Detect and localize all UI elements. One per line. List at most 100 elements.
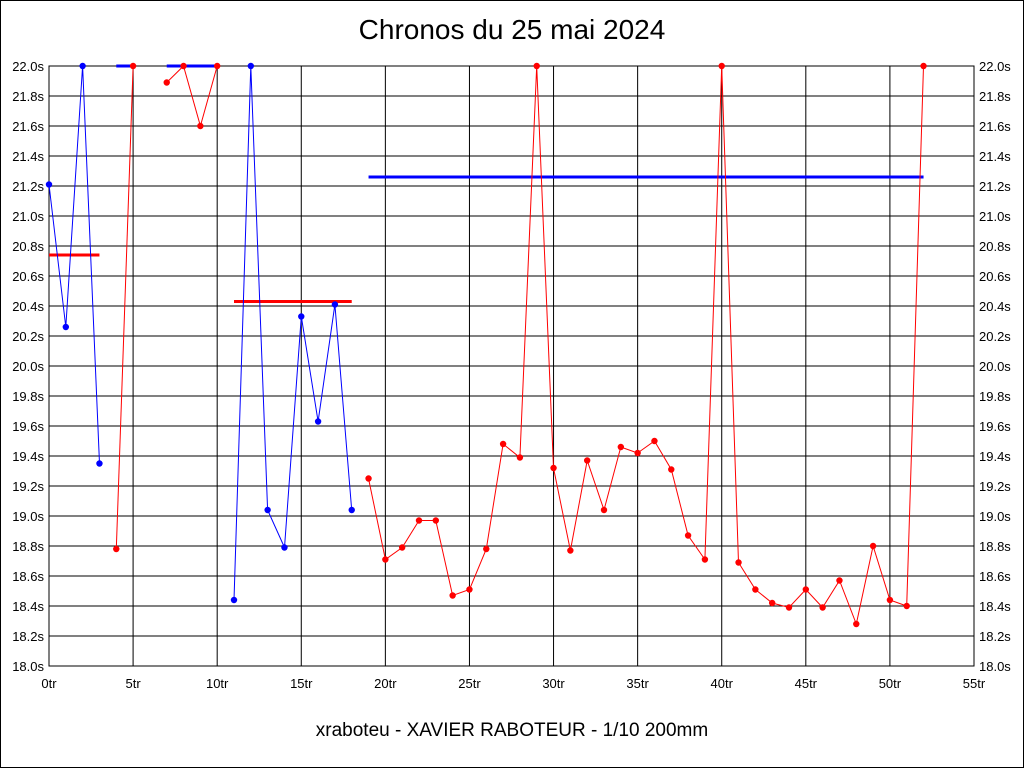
- y-tick-label-left: 19.0s: [12, 509, 44, 524]
- data-point: [415, 517, 423, 524]
- data-point: [836, 577, 843, 584]
- series-line: [115, 65, 134, 550]
- data-point: [213, 62, 221, 70]
- y-tick-label-left: 18.0s: [12, 659, 44, 674]
- y-tick-label-right: 19.8s: [979, 389, 1011, 404]
- y-tick-label-right: 20.0s: [979, 359, 1011, 374]
- y-tick-label-right: 19.4s: [979, 449, 1011, 464]
- data-point: [550, 464, 557, 472]
- y-tick-label-right: 21.0s: [979, 209, 1011, 224]
- y-tick-label-right: 18.6s: [979, 569, 1011, 584]
- x-tick-label: 0tr: [41, 676, 57, 691]
- y-tick-label-left: 18.6s: [12, 569, 44, 584]
- x-tick-label: 30tr: [542, 676, 565, 691]
- plot-area: [48, 65, 975, 667]
- y-tick-label-left: 21.2s: [12, 179, 44, 194]
- y-tick-label-left: 18.2s: [12, 629, 44, 644]
- data-point: [79, 62, 86, 70]
- data-point: [483, 545, 490, 553]
- y-tick-label-right: 19.2s: [979, 479, 1011, 494]
- data-point: [230, 596, 238, 604]
- data-point: [314, 418, 322, 425]
- y-tick-label-right: 20.8s: [979, 239, 1011, 254]
- data-point: [768, 599, 776, 607]
- series-line: [166, 65, 218, 128]
- y-tick-label-left: 19.2s: [12, 479, 44, 494]
- data-point: [163, 79, 170, 86]
- series-line: [368, 65, 924, 626]
- y-tick-label-right: 21.2s: [979, 179, 1011, 194]
- data-point: [718, 62, 725, 70]
- y-tick-label-left: 21.4s: [12, 149, 44, 164]
- y-tick-label-right: 22.0s: [979, 59, 1011, 74]
- data-point: [264, 506, 271, 514]
- y-tick-label-left: 20.2s: [12, 329, 44, 344]
- data-point: [180, 62, 187, 70]
- y-tick-label-right: 19.0s: [979, 509, 1011, 524]
- x-tick-label: 55tr: [963, 676, 986, 691]
- data-point: [684, 532, 692, 539]
- y-tick-label-right: 21.8s: [979, 89, 1011, 104]
- data-point: [735, 559, 742, 566]
- data-point: [920, 62, 927, 70]
- data-point: [886, 596, 894, 604]
- series-line: [233, 65, 353, 601]
- data-point: [62, 323, 70, 331]
- x-tick-label: 15tr: [290, 676, 313, 691]
- y-tick-label-right: 19.6s: [979, 419, 1011, 434]
- data-point: [129, 62, 137, 70]
- series-line: [48, 65, 100, 464]
- data-point: [365, 475, 372, 482]
- data-point: [903, 602, 910, 610]
- y-tick-label-left: 21.8s: [12, 89, 44, 104]
- data-point: [567, 547, 574, 554]
- data-point: [466, 586, 473, 593]
- data-point: [432, 517, 440, 524]
- data-point: [853, 620, 860, 628]
- y-tick-label-left: 19.6s: [12, 419, 44, 434]
- data-point: [668, 466, 675, 473]
- x-tick-label: 10tr: [206, 676, 229, 691]
- data-point: [583, 457, 591, 464]
- data-point: [701, 556, 709, 563]
- data-point: [113, 545, 120, 553]
- x-tick-label: 35tr: [626, 676, 649, 691]
- y-tick-label-right: 18.4s: [979, 599, 1011, 614]
- data-point: [600, 506, 608, 514]
- data-point: [802, 586, 810, 593]
- x-tick-label: 45tr: [795, 676, 818, 691]
- data-point: [819, 604, 826, 611]
- y-tick-label-left: 20.0s: [12, 359, 44, 374]
- x-tick-label: 25tr: [458, 676, 481, 691]
- y-tick-label-right: 18.8s: [979, 539, 1011, 554]
- data-point: [382, 556, 389, 563]
- y-tick-label-left: 19.8s: [12, 389, 44, 404]
- data-point: [45, 181, 53, 188]
- chart-footer: xraboteu - XAVIER RABOTEUR - 1/10 200mm: [315, 720, 709, 741]
- y-tick-label-left: 21.6s: [12, 119, 44, 134]
- data-point: [331, 301, 339, 308]
- data-point: [398, 544, 406, 551]
- y-tick-label-right: 20.6s: [979, 269, 1011, 284]
- y-tick-label-left: 18.8s: [12, 539, 44, 554]
- x-tick-label: 20tr: [374, 676, 397, 691]
- data-point: [651, 437, 658, 445]
- y-tick-label-left: 22.0s: [12, 59, 44, 74]
- data-point: [617, 443, 625, 451]
- y-tick-label-left: 18.4s: [12, 599, 44, 614]
- data-point: [449, 592, 456, 599]
- data-point: [516, 454, 524, 461]
- y-tick-label-right: 20.4s: [979, 299, 1011, 314]
- data-point: [785, 604, 793, 611]
- y-tick-label-right: 21.6s: [979, 119, 1011, 134]
- y-tick-label-left: 21.0s: [12, 209, 44, 224]
- y-tick-label-right: 18.2s: [979, 629, 1011, 644]
- data-point: [96, 460, 103, 467]
- y-tick-label-left: 19.4s: [12, 449, 44, 464]
- y-tick-label-left: 20.8s: [12, 239, 44, 254]
- y-tick-label-right: 18.0s: [979, 659, 1011, 674]
- y-tick-label-left: 20.6s: [12, 269, 44, 284]
- y-tick-label-right: 20.2s: [979, 329, 1011, 344]
- chart-title: Chronos du 25 mai 2024: [358, 14, 666, 45]
- data-point: [247, 62, 255, 70]
